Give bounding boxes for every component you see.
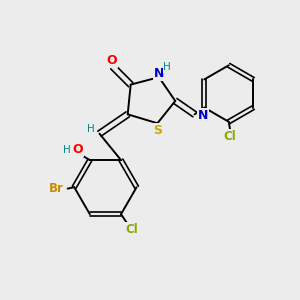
Text: Cl: Cl — [125, 223, 138, 236]
Text: Cl: Cl — [224, 130, 237, 143]
Text: Br: Br — [49, 182, 64, 195]
Text: O: O — [73, 143, 83, 156]
Text: H: H — [63, 145, 71, 155]
Text: S: S — [153, 124, 162, 137]
Text: N: N — [198, 109, 208, 122]
Text: H: H — [87, 124, 94, 134]
Text: N: N — [154, 67, 164, 80]
Text: H: H — [164, 62, 171, 72]
Text: O: O — [106, 54, 117, 67]
